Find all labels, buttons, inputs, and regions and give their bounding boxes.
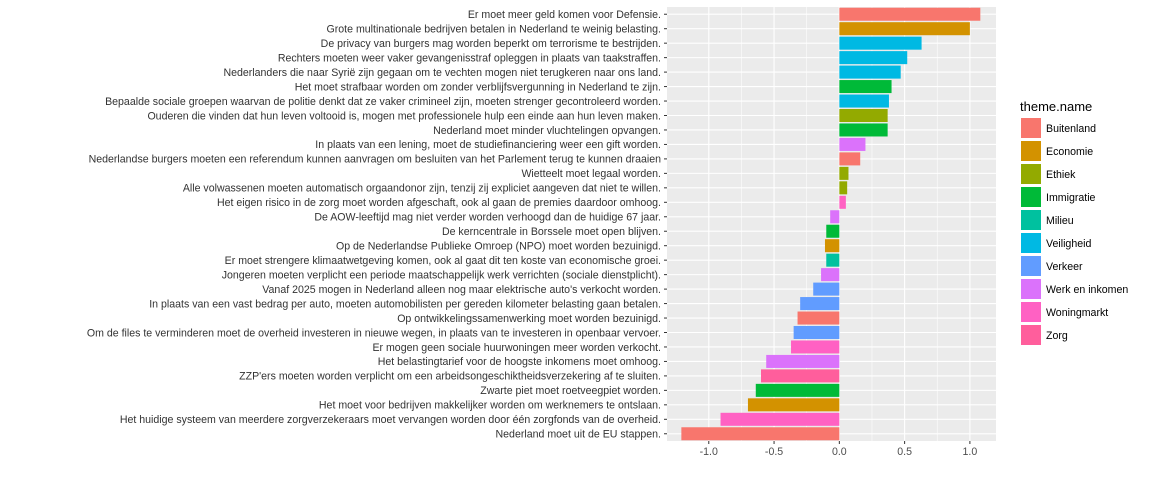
category-label: Het belastingtarief voor de hoogste inko…: [378, 356, 661, 368]
category-label: Wietteelt moet legaal worden.: [521, 168, 661, 180]
legend-item-label: Zorg: [1046, 330, 1068, 342]
x-tick-label: 1.0: [963, 446, 978, 458]
x-tick-label: 0.5: [897, 446, 912, 458]
category-label: In plaats van een lening, moet de studie…: [315, 139, 661, 151]
bar: [797, 311, 840, 325]
bar: [747, 398, 840, 412]
category-label: Er moet meer geld komen voor Defensie.: [468, 9, 661, 21]
legend-item-label: Buitenland: [1046, 123, 1096, 135]
category-label: Nederland moet minder vluchtelingen opva…: [433, 125, 661, 137]
category-label: Rechters moeten weer vaker gevangenisstr…: [278, 52, 661, 64]
bar: [839, 137, 866, 151]
bar: [791, 340, 840, 354]
category-label: Het moet strafbaar worden om zonder verb…: [295, 81, 661, 93]
category-label: ZZP'ers moeten worden verplicht om een a…: [239, 371, 661, 383]
legend-title: theme.name: [1020, 99, 1092, 114]
bar: [720, 412, 840, 426]
bar: [839, 65, 901, 79]
category-label: Jongeren moeten verplicht een periode ma…: [222, 269, 661, 281]
category-label: In plaats van een vast bedrag per auto, …: [149, 298, 661, 310]
category-label: Grote multinationale bedrijven betalen i…: [327, 24, 662, 36]
bar: [839, 166, 849, 180]
legend-item-label: Werk en inkomen: [1046, 284, 1128, 296]
legend-item-label: Veiligheid: [1046, 238, 1091, 250]
category-label: Vanaf 2025 mogen in Nederland alleen nog…: [262, 284, 661, 296]
category-label: Er mogen geen sociale huurwoningen meer …: [372, 342, 661, 354]
legend-swatch: [1021, 233, 1041, 253]
bar: [830, 210, 840, 224]
bar: [800, 297, 840, 311]
x-tick-label: -1.0: [700, 446, 718, 458]
category-label: Nederlandse burgers moeten een referendu…: [89, 154, 662, 166]
category-label: De privacy van burgers mag worden beperk…: [321, 38, 661, 50]
bar: [826, 224, 840, 238]
bar: [839, 7, 981, 21]
bar: [839, 195, 846, 209]
x-tick-label: 0.0: [832, 446, 847, 458]
category-label: De kerncentrale in Borssele moet open bl…: [442, 226, 661, 238]
bar: [839, 108, 888, 123]
bar: [813, 282, 840, 296]
bar: [839, 94, 889, 108]
bar: [755, 383, 840, 397]
bar: [681, 427, 840, 441]
bar: [793, 325, 840, 340]
legend-swatch: [1021, 302, 1041, 322]
legend-item-label: Verkeer: [1046, 261, 1083, 273]
category-label: Op de Nederlandse Publieke Omroep (NPO) …: [336, 241, 661, 253]
category-label: Bepaalde sociale groepen waarvan de poli…: [105, 96, 661, 108]
legend-swatch: [1021, 325, 1041, 345]
bar: [839, 152, 861, 166]
bar: [824, 239, 840, 253]
category-label: Er moet strengere klimaatwetgeving komen…: [225, 255, 661, 267]
category-label: Om de files te verminderen moet de overh…: [87, 327, 661, 339]
category-label: Zwarte piet moet roetveegpiet worden.: [480, 385, 661, 397]
bar: [821, 268, 840, 282]
bar: [766, 354, 840, 368]
plot-panel: [667, 7, 996, 441]
category-label: Alle volwassenen moeten automatisch orga…: [183, 183, 661, 195]
bar: [839, 181, 848, 195]
category-label: Het huidige systeem van meerdere zorgver…: [120, 414, 661, 426]
legend-swatch: [1021, 187, 1041, 207]
bar: [839, 80, 892, 94]
legend-item-label: Economie: [1046, 146, 1093, 158]
legend-item-label: Immigratie: [1046, 192, 1096, 204]
legend-swatch: [1021, 279, 1041, 299]
category-label: Nederlanders die naar Syrië zijn gegaan …: [223, 67, 661, 79]
category-label: Nederland moet uit de EU stappen.: [496, 429, 661, 441]
category-label: Op ontwikkelingssamenwerking moet worden…: [397, 313, 661, 325]
legend-swatch: [1021, 164, 1041, 184]
bar: [839, 36, 922, 50]
bar: [839, 51, 908, 65]
bar: [761, 369, 840, 383]
category-label: Het moet voor bedrijven makkelijker word…: [319, 400, 661, 412]
legend-item-label: Ethiek: [1046, 169, 1076, 181]
legend-swatch: [1021, 118, 1041, 138]
bar: [826, 253, 840, 267]
legend-swatch: [1021, 256, 1041, 276]
category-label: Ouderen die vinden dat hun leven voltooi…: [147, 110, 661, 122]
x-tick-label: -0.5: [765, 446, 783, 458]
legend-item-label: Milieu: [1046, 215, 1074, 227]
category-label: De AOW-leeftijd mag niet verder worden v…: [314, 212, 661, 224]
category-label: Het eigen risico in de zorg moet worden …: [217, 197, 661, 209]
legend-swatch: [1021, 141, 1041, 161]
legend-item-label: Woningmarkt: [1046, 307, 1108, 319]
legend-swatch: [1021, 210, 1041, 230]
bar: [839, 22, 970, 36]
bar: [839, 123, 888, 137]
